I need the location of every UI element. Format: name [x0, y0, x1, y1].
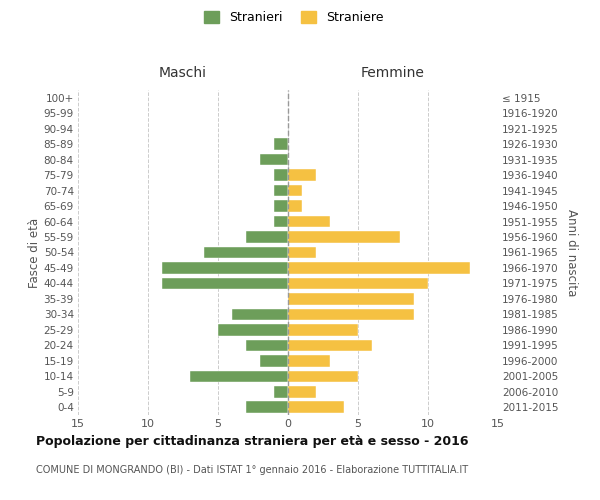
- Bar: [288, 278, 428, 289]
- Bar: [274, 170, 288, 181]
- Bar: [218, 324, 288, 336]
- Bar: [288, 355, 330, 366]
- Bar: [246, 402, 288, 413]
- Text: Popolazione per cittadinanza straniera per età e sesso - 2016: Popolazione per cittadinanza straniera p…: [36, 435, 469, 448]
- Bar: [288, 324, 358, 336]
- Bar: [288, 185, 302, 196]
- Bar: [288, 231, 400, 243]
- Bar: [288, 170, 316, 181]
- Bar: [260, 154, 288, 166]
- Bar: [274, 386, 288, 398]
- Bar: [288, 402, 344, 413]
- Text: Maschi: Maschi: [159, 66, 207, 80]
- Y-axis label: Anni di nascita: Anni di nascita: [565, 209, 578, 296]
- Bar: [288, 262, 470, 274]
- Bar: [246, 340, 288, 351]
- Bar: [204, 246, 288, 258]
- Text: Femmine: Femmine: [361, 66, 425, 80]
- Bar: [288, 386, 316, 398]
- Bar: [246, 231, 288, 243]
- Bar: [232, 308, 288, 320]
- Bar: [288, 216, 330, 228]
- Bar: [162, 262, 288, 274]
- Bar: [190, 370, 288, 382]
- Bar: [288, 246, 316, 258]
- Bar: [274, 138, 288, 150]
- Bar: [288, 308, 414, 320]
- Bar: [288, 293, 414, 304]
- Y-axis label: Fasce di età: Fasce di età: [28, 218, 41, 288]
- Text: COMUNE DI MONGRANDO (BI) - Dati ISTAT 1° gennaio 2016 - Elaborazione TUTTITALIA.: COMUNE DI MONGRANDO (BI) - Dati ISTAT 1°…: [36, 465, 468, 475]
- Bar: [288, 200, 302, 212]
- Bar: [162, 278, 288, 289]
- Legend: Stranieri, Straniere: Stranieri, Straniere: [204, 11, 384, 24]
- Bar: [274, 185, 288, 196]
- Bar: [274, 200, 288, 212]
- Bar: [288, 370, 358, 382]
- Bar: [288, 340, 372, 351]
- Bar: [260, 355, 288, 366]
- Bar: [274, 216, 288, 228]
